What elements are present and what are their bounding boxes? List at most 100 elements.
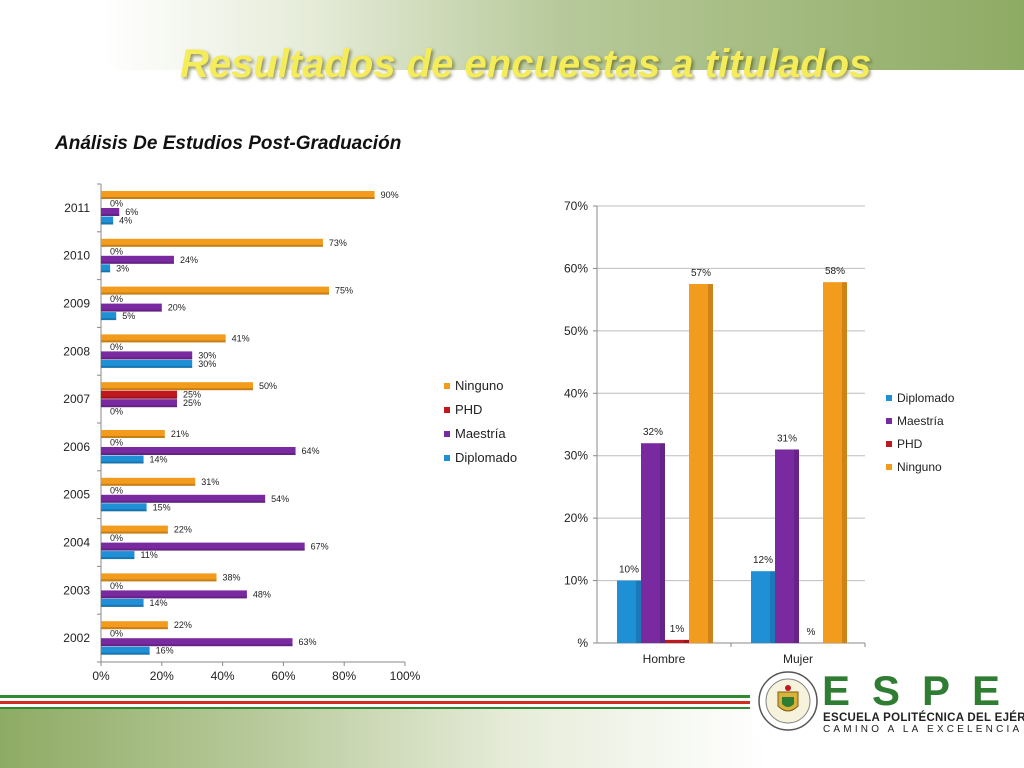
data-label-maestria-2003: 48% bbox=[253, 589, 271, 599]
bar-maestria-2002 bbox=[101, 638, 293, 647]
bar-maestria-2010 bbox=[101, 255, 174, 264]
bar-fill bbox=[101, 646, 150, 655]
x-tick-label: 40% bbox=[211, 669, 235, 683]
bar-fill bbox=[101, 590, 247, 599]
bar-ninguno-2003 bbox=[101, 573, 217, 582]
data-label-ninguno-mujer: 58% bbox=[825, 266, 845, 277]
chart-by-gender: % 10% 20% 30% 40% 50% 60% 70% Hombre 10% 32% 1% 57% M… bbox=[564, 199, 955, 666]
bar-shade bbox=[770, 571, 775, 643]
data-label-diplomado-2004: 11% bbox=[140, 550, 157, 560]
x-tick-label: 80% bbox=[332, 669, 356, 683]
bar-fill bbox=[101, 503, 147, 512]
bar-shade bbox=[708, 284, 713, 643]
data-label-maestria-2002: 63% bbox=[299, 637, 317, 647]
category-label-2003: 2003 bbox=[63, 583, 90, 597]
data-label-maestria-2011: 6% bbox=[125, 207, 138, 217]
data-label-phd-2005: 0% bbox=[110, 485, 123, 495]
bar-ninguno-2004 bbox=[101, 525, 168, 534]
bar-shade bbox=[101, 405, 177, 408]
bar-fill bbox=[101, 216, 114, 225]
data-label-maestria-mujer: 31% bbox=[777, 433, 797, 444]
data-label-diplomado-2008: 30% bbox=[198, 359, 216, 369]
category-label-2006: 2006 bbox=[63, 440, 90, 454]
bar-fill bbox=[101, 399, 177, 408]
legend-swatch-phd bbox=[444, 407, 450, 413]
bar-fill bbox=[101, 551, 135, 560]
bar-ninguno-2010 bbox=[101, 238, 323, 247]
bar-fill bbox=[101, 191, 375, 199]
logo-school-name: ESCUELA POLITÉCNICA DEL EJÉRCITO bbox=[823, 712, 1024, 724]
category-label-2002: 2002 bbox=[63, 631, 90, 645]
bar-fill bbox=[101, 447, 296, 455]
bar-fill bbox=[775, 449, 799, 643]
bar-shade bbox=[101, 318, 117, 321]
bar-fill bbox=[101, 477, 196, 486]
bar-ninguno-2007 bbox=[101, 382, 253, 391]
legend-swatch-ninguno bbox=[444, 383, 450, 389]
bar-maestria-mujer bbox=[775, 449, 799, 643]
bar-ninguno-hombre bbox=[689, 284, 713, 643]
y-tick-label: 30% bbox=[564, 449, 588, 463]
legend-swatch-diplomado bbox=[886, 395, 892, 401]
bar-shade bbox=[101, 340, 226, 343]
category-label-2004: 2004 bbox=[63, 536, 90, 550]
data-label-ninguno-hombre: 57% bbox=[691, 268, 711, 279]
bar-maestria-2003 bbox=[101, 590, 247, 599]
bar-maestria-2011 bbox=[101, 208, 120, 216]
x-tick-label: 0% bbox=[92, 669, 110, 683]
y-tick-label: 20% bbox=[564, 511, 588, 525]
bar-fill bbox=[101, 351, 193, 360]
bar-shade bbox=[101, 531, 168, 534]
data-label-ninguno-2005: 31% bbox=[201, 477, 219, 487]
bar-fill bbox=[101, 312, 117, 321]
data-label-phd-2007: 25% bbox=[183, 390, 201, 400]
bar-shade bbox=[101, 644, 293, 647]
bar-ninguno-2005 bbox=[101, 477, 196, 486]
bar-diplomado-2011 bbox=[101, 216, 114, 225]
legend-label-ninguno: Ninguno bbox=[455, 378, 503, 393]
bar-shade bbox=[101, 436, 165, 438]
slide-title: Resultados de encuestas a titulados bbox=[180, 42, 872, 86]
data-label-diplomado-2009: 5% bbox=[122, 311, 135, 321]
y-tick-label: 50% bbox=[564, 324, 588, 338]
y-tick-label: % bbox=[577, 636, 588, 650]
bar-phd-hombre bbox=[665, 639, 689, 643]
bar-shade bbox=[101, 596, 247, 599]
data-label-phd-2008: 0% bbox=[110, 342, 123, 352]
bar-diplomado-2003 bbox=[101, 598, 144, 607]
logo-wordmark: ESPE bbox=[822, 667, 1023, 714]
bar-shade bbox=[101, 309, 162, 312]
bar-maestria-hombre bbox=[641, 443, 665, 643]
legend-by-year: Ninguno PHD Maestría Diplomado bbox=[444, 378, 517, 465]
category-label-2007: 2007 bbox=[63, 392, 90, 406]
legend-label-phd: PHD bbox=[455, 402, 482, 417]
bar-shade bbox=[660, 443, 665, 643]
bar-shade bbox=[101, 388, 253, 391]
bar-diplomado-2004 bbox=[101, 551, 135, 560]
data-label-ninguno-2004: 22% bbox=[174, 525, 192, 535]
bar-shade bbox=[101, 244, 323, 247]
category-label-hombre: Hombre bbox=[643, 652, 686, 666]
legend-swatch-diplomado bbox=[444, 455, 450, 461]
category-label-2009: 2009 bbox=[63, 297, 90, 311]
bar-diplomado-2009 bbox=[101, 312, 117, 321]
data-label-phd-2010: 0% bbox=[110, 246, 123, 256]
espe-seal-icon bbox=[758, 671, 818, 731]
bar-maestria-2007 bbox=[101, 399, 177, 408]
legend-swatch-maestria bbox=[444, 431, 450, 437]
bar-shade bbox=[101, 365, 193, 368]
bar-shade bbox=[101, 579, 217, 582]
data-label-ninguno-2008: 41% bbox=[232, 333, 250, 343]
data-label-ninguno-2006: 21% bbox=[171, 429, 189, 439]
bar-shade bbox=[101, 509, 147, 512]
bar-shade bbox=[101, 627, 168, 630]
bar-fill bbox=[641, 443, 665, 643]
bar-fill bbox=[101, 359, 193, 368]
bar-shade bbox=[794, 449, 799, 643]
data-label-phd-2009: 0% bbox=[110, 294, 123, 304]
bar-maestria-2006 bbox=[101, 447, 296, 455]
bar-fill bbox=[101, 525, 168, 534]
category-label-2008: 2008 bbox=[63, 344, 90, 358]
bar-fill bbox=[101, 638, 293, 647]
bar-diplomado-2006 bbox=[101, 455, 144, 464]
